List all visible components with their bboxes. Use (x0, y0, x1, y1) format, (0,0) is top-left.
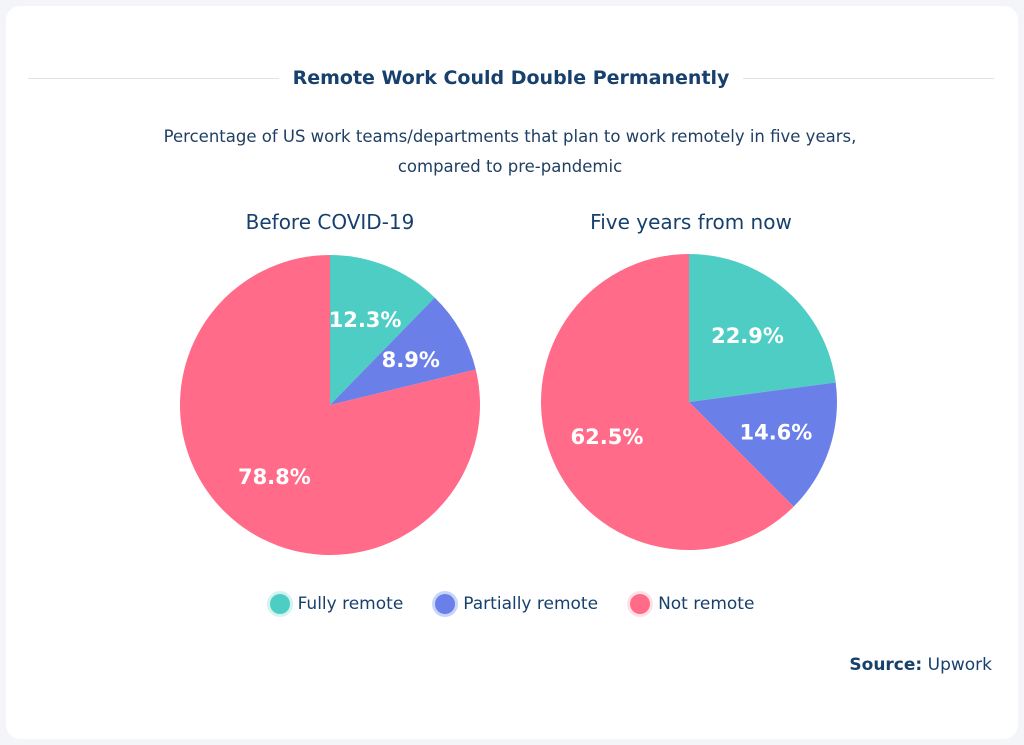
source-value: Upwork (927, 655, 992, 675)
data-label-fully-remote: 12.3% (329, 308, 402, 332)
divider (28, 77, 279, 79)
pie-slice-fully-remote (689, 254, 836, 402)
data-label-partially-remote: 8.9% (382, 348, 440, 372)
legend-swatch (435, 594, 456, 614)
legend-swatch (269, 594, 290, 614)
data-label-not-remote: 78.8% (238, 465, 311, 489)
divider (743, 77, 994, 79)
chart-title: Remote Work Could Double Permanently (292, 67, 730, 89)
pie-slice-partially-remote (689, 382, 837, 507)
title-row: Remote Work Could Double Permanently (28, 62, 994, 94)
pie-title-future: Five years from now (590, 210, 792, 234)
legend: Fully remote Partially remote Not remote (0, 594, 1024, 614)
legend-item-fully-remote: Fully remote (269, 594, 404, 614)
pie-slice-partially-remote (330, 297, 476, 405)
legend-label: Not remote (658, 594, 755, 614)
pie-slice-not-remote (180, 255, 480, 555)
legend-label: Fully remote (297, 594, 404, 614)
data-label-not-remote: 62.5% (571, 425, 644, 449)
pie-title-before: Before COVID-19 (245, 210, 415, 234)
source-label: Source: (849, 655, 923, 675)
legend-item-partially-remote: Partially remote (435, 594, 598, 614)
chart-card (6, 6, 1018, 739)
legend-swatch (630, 594, 651, 614)
legend-label: Partially remote (463, 594, 599, 614)
data-label-fully-remote: 22.9% (711, 324, 784, 348)
legend-item-not-remote: Not remote (630, 594, 754, 614)
data-label-partially-remote: 14.6% (739, 420, 812, 444)
pie-slice-not-remote (540, 254, 794, 550)
chart-subtitle: Percentage of US work teams/departments … (163, 127, 857, 176)
source-note: Source: Upwork (849, 655, 992, 675)
pie-slice-fully-remote (330, 255, 435, 405)
